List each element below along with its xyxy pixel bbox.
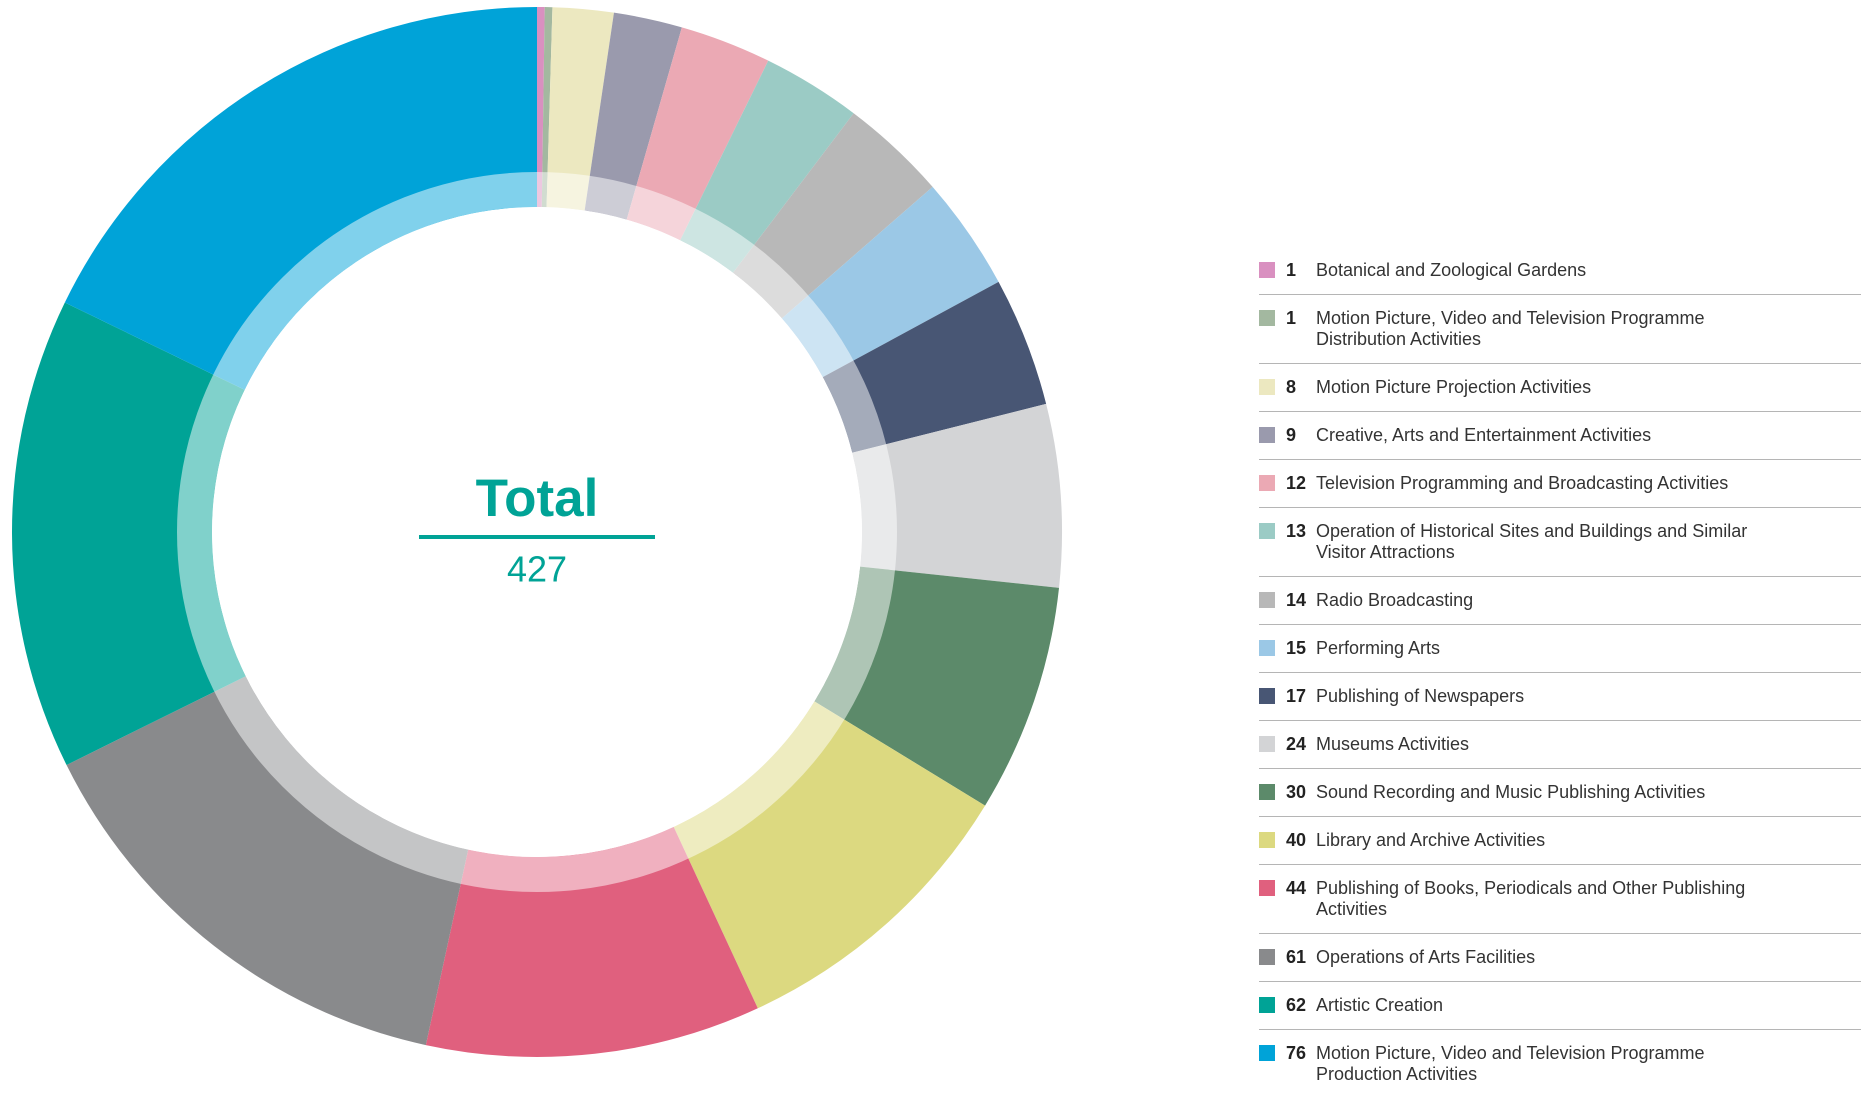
legend-swatch [1259,784,1275,800]
slices [11,7,1062,1057]
legend-label: Motion Picture Projection Activities [1316,377,1592,397]
legend-swatch [1259,592,1275,608]
legend-item: 44 Publishing of Books, Periodicals and O… [1259,865,1861,934]
legend-item: 12 Television Programming and Broadcastin… [1259,460,1861,508]
legend-label: Performing Arts [1316,638,1441,658]
slice [626,27,769,241]
legend-value: 76 [1286,1043,1307,1063]
legend-item: 1 Motion Picture, Video and Television Pr… [1259,295,1861,364]
legend-label: Artistic Creation [1316,995,1444,1015]
legend-label: Operations of Arts Facilities [1316,947,1536,967]
slice [64,7,537,390]
legend-swatch [1259,475,1275,491]
slice [541,7,553,208]
center-total: 427 [507,549,567,590]
legend-swatch [1259,310,1275,326]
page: Total 427 1 Botanical and Zoological Gard… [11,7,1861,1084]
legend-value: 61 [1286,947,1307,967]
legend-value: 40 [1286,830,1307,850]
slice [733,113,933,319]
legend-swatch [1259,880,1275,896]
legend-item: 76 Motion Picture, Video and Television P… [1259,1030,1861,1098]
slice [680,60,854,273]
legend-label: Library and Archive Activities [1316,830,1546,850]
legend-item: 61 Operations of Arts Facilities [1259,934,1861,982]
legend-label: Publishing of Books, Periodicals and Oth… [1316,878,1746,919]
slice [66,676,469,1046]
legend-value: 15 [1286,638,1307,658]
legend-item: 24 Museums Activities [1259,721,1861,769]
legend-item: 14 Radio Broadcasting [1259,577,1861,625]
slice [537,7,545,208]
legend-item: 17 Publishing of Newspapers [1259,673,1861,721]
legend-label: Botanical and Zoological Gardens [1316,260,1587,280]
legend-swatch [1259,379,1275,395]
legend-value: 30 [1286,782,1307,802]
legend-label: Sound Recording and Music Publishing Act… [1316,782,1706,802]
slice [584,12,682,220]
legend-value: 8 [1286,377,1297,397]
slice [781,186,999,378]
legend-label: Motion Picture, Video and Television Pro… [1316,308,1705,349]
legend-swatch [1259,427,1275,443]
legend-value: 1 [1286,308,1297,328]
legend-label: Television Programming and Broadcasting … [1316,473,1729,493]
legend-label: Creative, Arts and Entertainment Activit… [1316,425,1652,445]
legend-label: Museums Activities [1316,734,1470,754]
legend-value: 62 [1286,995,1307,1015]
legend-swatch [1259,997,1275,1013]
legend-item: 15 Performing Arts [1259,625,1861,673]
center-label: Total [476,469,599,528]
donut-hole [212,207,862,857]
slice [852,403,1062,588]
legend-item: 62 Artistic Creation [1259,982,1861,1030]
legend-item: 9 Creative, Arts and Entertainment Activi… [1259,412,1861,460]
legend-swatch [1259,949,1275,965]
legend-swatch [1259,688,1275,704]
legend-item: 13 Operation of Historical Sites and Buil… [1259,508,1861,577]
legend-item: 1 Botanical and Zoological Gardens [1259,247,1861,295]
donut-chart: Total 427 [11,7,1062,1057]
legend-swatch [1259,832,1275,848]
inner-ring [177,172,897,892]
legend-value: 44 [1286,878,1307,898]
legend-value: 12 [1286,473,1307,493]
legend-item: 40 Library and Archive Activities [1259,817,1861,865]
legend-item: 8 Motion Picture Projection Activities [1259,364,1861,412]
legend-value: 14 [1286,590,1307,610]
slice [11,302,246,765]
legend-value: 17 [1286,686,1307,706]
legend-value: 9 [1286,425,1297,445]
slice [822,281,1047,453]
legend-swatch [1259,262,1275,278]
legend-label: Radio Broadcasting [1316,590,1474,610]
legend-label: Motion Picture, Video and Television Pro… [1316,1043,1705,1084]
legend-swatch [1259,640,1275,656]
legend-value: 1 [1286,260,1297,280]
slice [546,7,614,211]
legend-swatch [1259,1045,1275,1061]
legend-swatch [1259,736,1275,752]
legend-label: Operation of Historical Sites and Buildi… [1316,521,1748,562]
legend-item: 30 Sound Recording and Music Publishing A… [1259,769,1861,817]
legend-label: Publishing of Newspapers [1316,686,1525,706]
legend-swatch [1259,523,1275,539]
legend-value: 24 [1286,734,1307,754]
legend-value: 13 [1286,521,1307,541]
legend: 1 Botanical and Zoological Gardens 1 Motion… [1259,247,1861,1098]
